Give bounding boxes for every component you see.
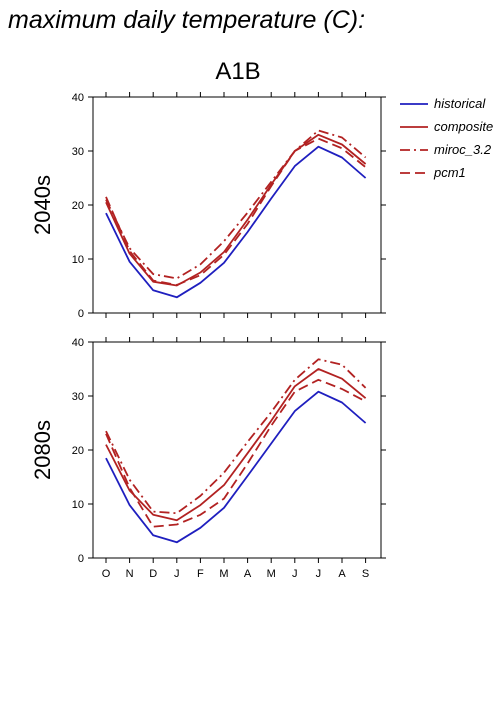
y-tick-label: 0 xyxy=(78,553,84,565)
x-tick-label: J xyxy=(292,568,298,580)
y-axis-label: 2080s xyxy=(30,420,55,480)
legend-label: miroc_3.2 xyxy=(434,142,492,157)
plot-frame xyxy=(92,96,382,314)
x-tick-label: M xyxy=(267,568,276,580)
page-title: maximum daily temperature (C): xyxy=(8,6,366,34)
legend-label: pcm1 xyxy=(433,165,466,180)
series-line-composite xyxy=(105,133,367,287)
x-tick-label: M xyxy=(219,568,228,580)
x-tick-label: O xyxy=(102,568,111,580)
plot-frame xyxy=(92,341,382,559)
series-line-miroc_3.2 xyxy=(105,358,367,515)
y-axis-label: 2040s xyxy=(30,175,55,235)
y-tick-label: 30 xyxy=(72,146,84,158)
x-tick-label: J xyxy=(174,568,180,580)
y-tick-label: 0 xyxy=(78,308,84,320)
series-line-composite xyxy=(105,368,367,522)
series-line-historical xyxy=(105,145,367,299)
y-tick-label: 40 xyxy=(72,337,84,349)
y-tick-label: 20 xyxy=(72,445,84,457)
chart-panel-2080s: 0 10 20 30 40 O N D J F M A M J J A S 2080s xyxy=(30,337,386,580)
y-tick-label: 30 xyxy=(72,391,84,403)
y-tick-label: 40 xyxy=(72,92,84,104)
series-line-historical xyxy=(105,390,367,544)
x-tick-label: F xyxy=(197,568,204,580)
series-line-miroc_3.2 xyxy=(105,129,367,280)
y-tick-label: 10 xyxy=(72,254,84,266)
x-tick-label: S xyxy=(362,568,369,580)
x-tick-label: N xyxy=(126,568,134,580)
x-tick-label: D xyxy=(149,568,157,580)
scenario-title: A1B xyxy=(215,58,261,85)
legend-label: composite xyxy=(434,119,493,134)
series-line-pcm1 xyxy=(105,378,367,528)
chart-panel-2040s: 0 10 20 30 40 2040s xyxy=(30,92,386,320)
legend: historical composite miroc_3.2 pcm1 xyxy=(400,96,493,180)
series-line-pcm1 xyxy=(105,137,367,286)
x-tick-label: A xyxy=(338,568,346,580)
x-tick-label: J xyxy=(316,568,322,580)
y-tick-label: 10 xyxy=(72,499,84,511)
y-tick-label: 20 xyxy=(72,200,84,212)
x-tick-label: A xyxy=(244,568,252,580)
legend-label: historical xyxy=(434,96,486,111)
